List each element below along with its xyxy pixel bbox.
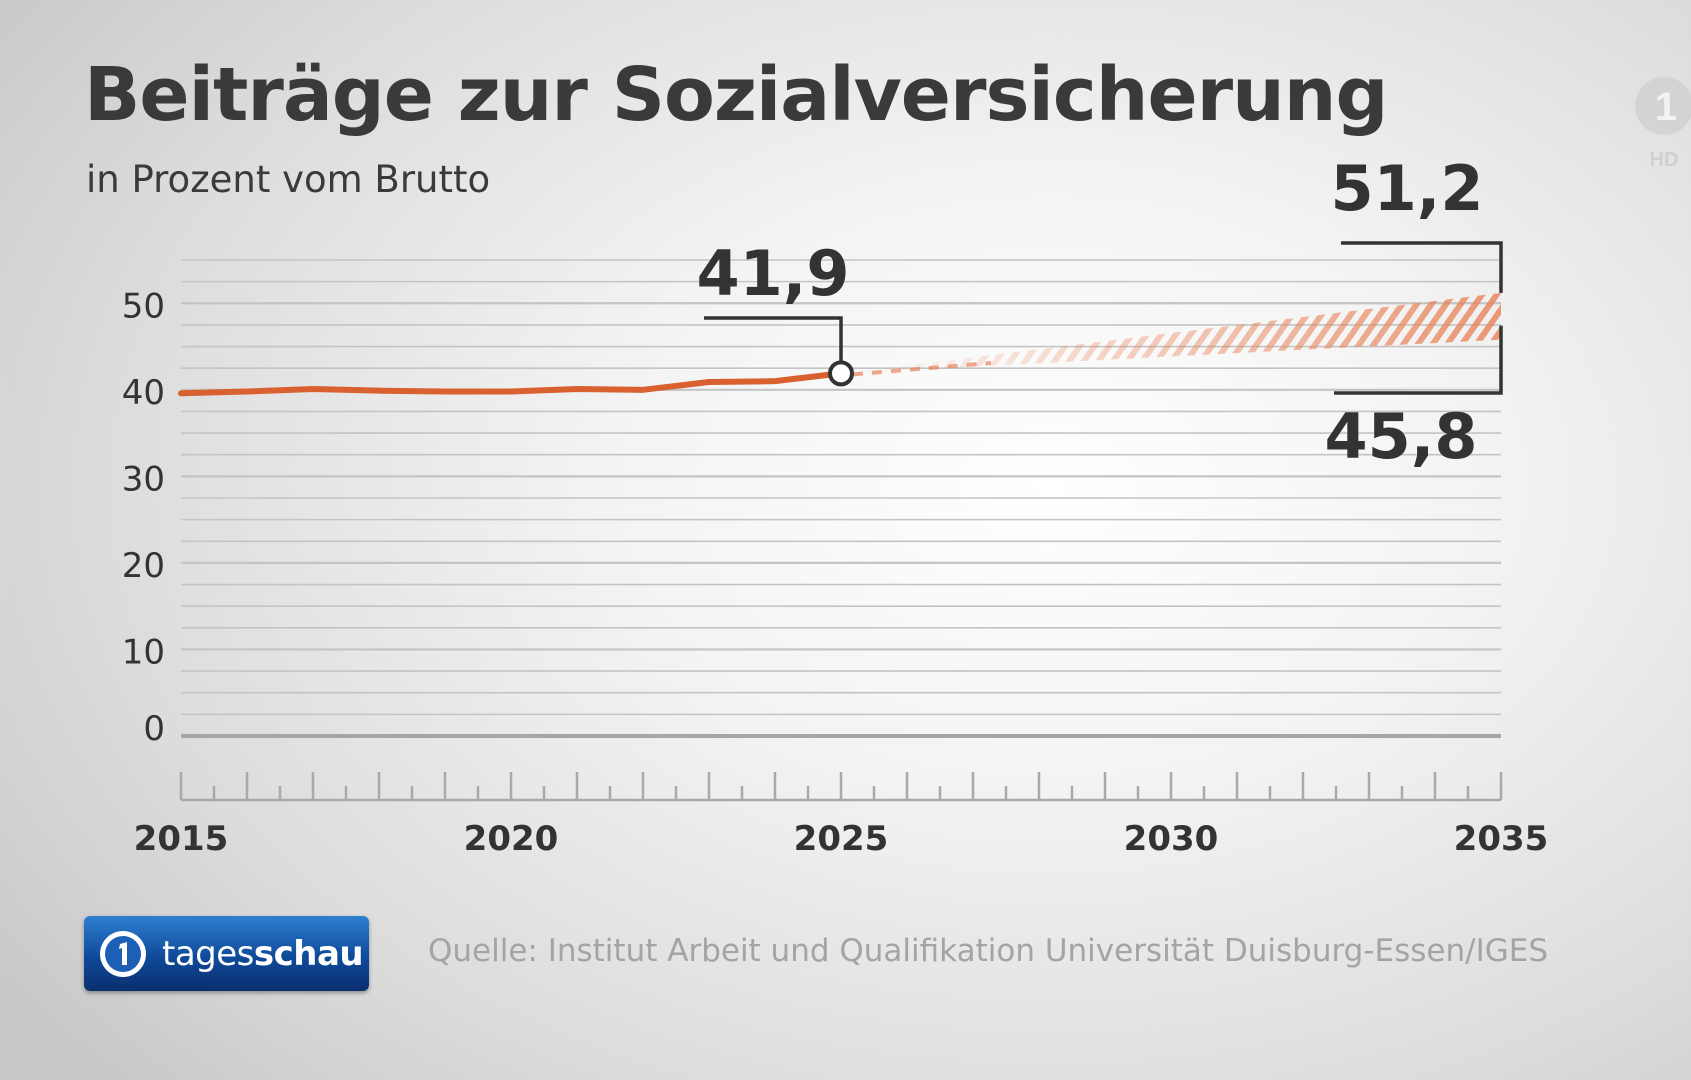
tagesschau-logo: tagesschau <box>84 916 369 991</box>
y-tick-label: 40 <box>122 373 165 413</box>
forecast-band-area <box>841 292 1501 374</box>
x-tick-label: 2030 <box>1124 819 1219 859</box>
hd-label: HD <box>1650 149 1679 171</box>
x-tick-label: 2025 <box>794 819 889 859</box>
forecast-dashed-lead <box>852 360 992 377</box>
chart-subtitle: in Prozent vom Brutto <box>86 158 491 201</box>
ard-channel-logo: 1 HD <box>1635 77 1691 171</box>
channel-number: 1 <box>1655 85 1677 129</box>
callout-bracket-2025 <box>704 316 843 363</box>
y-tick-label: 20 <box>122 546 165 586</box>
logo-text-light: tages <box>162 933 254 974</box>
y-axis: 0 10 20 30 40 50 <box>122 286 165 749</box>
callout-bracket-lower <box>1334 325 1503 395</box>
chart-title: Beiträge zur Sozialversicherung <box>84 52 1388 138</box>
value-label-lower: 45,8 <box>1325 400 1478 473</box>
marker-2025 <box>828 360 854 387</box>
logo-text: tagesschau <box>162 933 364 974</box>
y-tick-label: 50 <box>122 286 165 326</box>
forecast-band <box>841 292 1501 377</box>
x-tick-label: 2015 <box>134 819 229 859</box>
y-tick-label: 10 <box>122 632 165 672</box>
x-axis: 2015 2020 2025 2030 2035 <box>134 772 1549 859</box>
ard-one-icon <box>100 930 146 977</box>
x-tick-label: 2020 <box>464 819 559 859</box>
source-note: Quelle: Institut Arbeit und Qualifikatio… <box>428 933 1549 969</box>
value-label-2025: 41,9 <box>697 237 850 310</box>
callout-bracket-upper <box>1341 241 1503 293</box>
logo-text-bold: schau <box>253 933 364 974</box>
annotations: 41,9 51,2 45,8 <box>697 152 1503 473</box>
y-tick-label: 0 <box>143 709 165 749</box>
value-label-upper: 51,2 <box>1331 152 1484 225</box>
y-tick-label: 30 <box>122 459 165 499</box>
x-tick-label: 2035 <box>1454 819 1549 859</box>
